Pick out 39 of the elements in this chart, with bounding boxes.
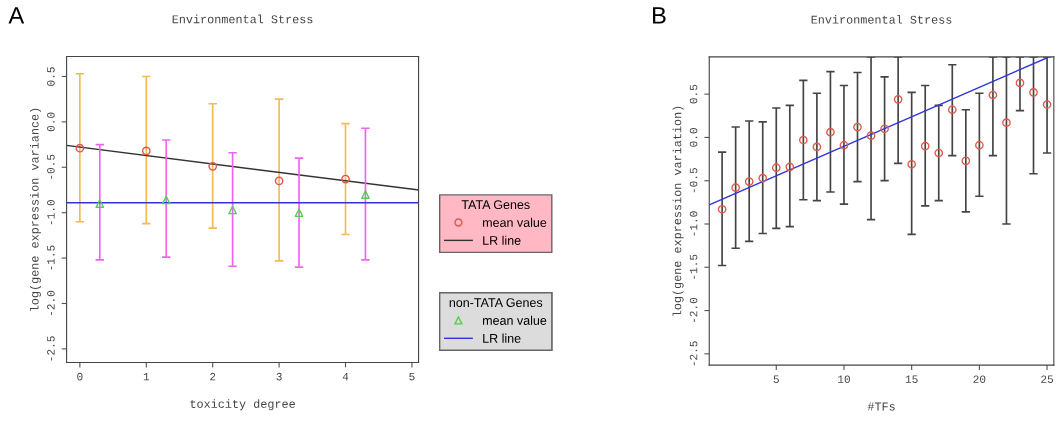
legend-label: mean value <box>483 217 547 227</box>
y-tick-label: -0.5 <box>689 168 698 193</box>
legend-label: mean value <box>483 315 547 325</box>
x-axis-title: toxicity degree <box>190 399 295 411</box>
x-tick-label: 15 <box>905 375 918 383</box>
text: TATA Genes <box>461 200 530 210</box>
y-tick-label: -1.0 <box>689 211 698 236</box>
y-tick-label: 0.5 <box>689 84 698 104</box>
x-tick-label: 20 <box>973 375 986 383</box>
y-tick-label: 0.0 <box>47 112 55 132</box>
y-tick-label: -2.5 <box>689 341 698 366</box>
y-tick-label: -1.0 <box>47 200 55 225</box>
y-tick-label: -1.5 <box>47 245 55 270</box>
y-tick-label: 0.0 <box>689 128 698 147</box>
x-tick-label: 1 <box>143 372 150 381</box>
text: B <box>653 7 666 24</box>
x-tick-label: 5 <box>773 375 779 383</box>
y-axis-title: log(gene expression variation) <box>672 106 684 316</box>
text: A <box>8 7 25 24</box>
x-tick-label: 10 <box>838 375 850 383</box>
x-tick-label: 0 <box>77 372 83 381</box>
legend-label: LR line <box>483 235 521 245</box>
text: non-TATA Genes <box>449 298 543 307</box>
x-tick-label: 25 <box>1041 375 1054 383</box>
y-tick-label: 0.5 <box>47 67 55 86</box>
chart-title: Environmental Stress <box>811 15 952 24</box>
x-axis-title: #TFs <box>867 402 895 411</box>
y-tick-label: -2.0 <box>47 290 55 316</box>
x-tick-label: 5 <box>409 372 415 381</box>
legend-label: LR line <box>483 333 521 343</box>
x-tick-label: 4 <box>342 372 349 381</box>
y-axis-title: log(gene expression variance) <box>29 108 41 311</box>
y-tick-label: -1.5 <box>689 254 698 279</box>
y-tick-label: -2.5 <box>47 336 55 361</box>
y-tick-label: -2.0 <box>689 297 698 323</box>
x-tick-label: 2 <box>210 372 216 381</box>
y-tick-label: -0.5 <box>47 154 55 179</box>
x-tick-label: 3 <box>276 372 282 381</box>
chart-title: Environmental Stress <box>172 14 313 24</box>
